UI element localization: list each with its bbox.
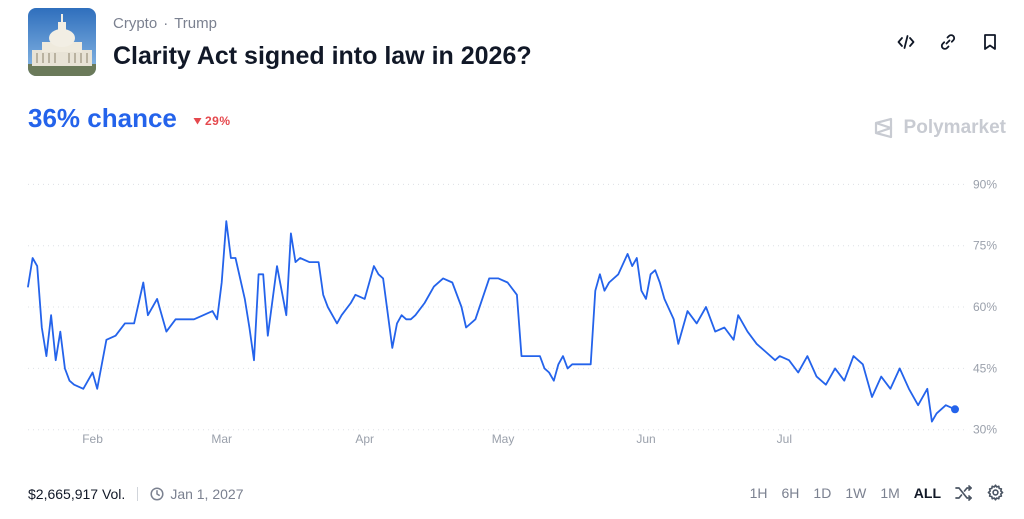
chance-value: 36% chance — [28, 103, 177, 133]
footer-divider — [137, 487, 139, 501]
brand-logo[interactable]: Polymarket — [873, 117, 1006, 139]
caret-down-icon — [193, 118, 202, 125]
y-tick-label: 45% — [973, 361, 997, 375]
volume-label: $2,665,917 Vol. — [28, 486, 126, 502]
subcategory-link[interactable]: Trump — [174, 15, 217, 32]
tab-all[interactable]: ALL — [913, 484, 941, 501]
y-tick-label: 60% — [973, 300, 997, 314]
link-icon[interactable] — [938, 30, 958, 54]
bookmark-icon[interactable] — [980, 30, 1000, 54]
series-line — [27, 220, 956, 423]
brand-name: Polymarket — [903, 117, 1006, 138]
embed-code-icon[interactable] — [896, 30, 916, 54]
breadcrumb-separator: · — [163, 15, 169, 32]
tab-6h[interactable]: 6H — [781, 484, 800, 501]
breadcrumb: Crypto · Trump — [113, 15, 217, 32]
tab-1w[interactable]: 1W — [845, 484, 867, 501]
polymarket-logo-icon — [874, 117, 892, 139]
change-value: 29% — [205, 114, 231, 128]
clock-icon — [150, 487, 164, 501]
timeframe-tabs: 1H 6H 1D 1W 1M ALL — [736, 484, 1004, 501]
category-link[interactable]: Crypto — [113, 15, 158, 32]
x-tick-label: May — [492, 432, 515, 446]
y-tick-label: 30% — [973, 423, 997, 437]
x-tick-label: Mar — [211, 432, 232, 446]
end-date: Jan 1, 2027 — [150, 486, 243, 502]
tab-1d[interactable]: 1D — [813, 484, 832, 501]
header-actions — [896, 30, 1000, 54]
price-chart[interactable]: 90% 75% 60% 45% 30% Feb Mar Apr May Jun Jul — [0, 160, 1024, 460]
x-tick-label: Jun — [636, 432, 655, 446]
tab-1h[interactable]: 1H — [749, 484, 768, 501]
x-tick-label: Feb — [82, 432, 103, 446]
market-title: Clarity Act signed into law in 2026? — [113, 42, 532, 70]
x-tick-label: Apr — [355, 432, 374, 446]
shuffle-icon[interactable] — [955, 484, 973, 501]
y-tick-label: 75% — [973, 239, 997, 253]
tab-1m[interactable]: 1M — [880, 484, 900, 501]
market-footer: $2,665,917 Vol. Jan 1, 2027 — [28, 486, 243, 502]
x-tick-label: Jul — [777, 432, 792, 446]
change-badge: 29% — [193, 114, 231, 128]
y-tick-label: 90% — [973, 177, 997, 191]
settings-gear-icon[interactable] — [987, 484, 1004, 501]
end-date-text: Jan 1, 2027 — [170, 486, 244, 502]
market-thumbnail — [28, 8, 96, 76]
current-value-point — [951, 405, 959, 414]
